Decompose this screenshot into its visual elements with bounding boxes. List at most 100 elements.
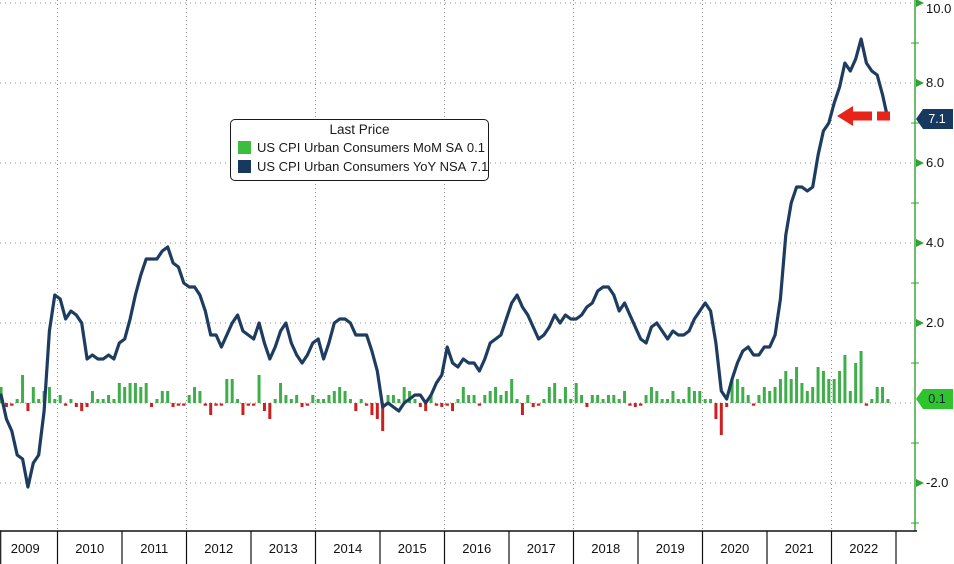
- mom-bar: [553, 383, 557, 403]
- mom-bar: [440, 403, 444, 407]
- mom-bar: [666, 399, 670, 403]
- mom-bar: [408, 391, 412, 403]
- mom-bar: [348, 399, 352, 403]
- mom-bar: [580, 395, 584, 403]
- mom-bar: [719, 403, 723, 435]
- mom-bar: [617, 399, 621, 403]
- y-axis-arrow-tick: [916, 479, 924, 487]
- year-label: 2019: [656, 541, 685, 556]
- legend-row-yoy: US CPI Urban Consumers YoY NSA 7.1: [238, 157, 488, 176]
- mom-bar: [843, 355, 847, 403]
- mom-bar: [623, 391, 627, 403]
- mom-bar: [289, 399, 293, 403]
- y-axis-arrow-tick: [916, 0, 924, 7]
- mom-bar: [343, 391, 347, 403]
- mom-bar: [692, 391, 696, 403]
- mom-bar: [69, 399, 73, 403]
- mom-bar-zero: [219, 403, 224, 406]
- mom-series-label: US CPI Urban Consumers MoM SA: [257, 140, 463, 155]
- mom-bar-zero: [628, 403, 632, 406]
- mom-bar: [676, 399, 680, 403]
- y-axis-label: 8.0: [926, 75, 944, 90]
- mom-bar: [504, 391, 508, 403]
- mom-bar: [563, 387, 567, 403]
- mom-bar: [80, 403, 84, 411]
- mom-bar: [687, 387, 691, 403]
- mom-bar: [875, 387, 879, 403]
- mom-bar: [800, 383, 804, 403]
- y-axis-label: 4.0: [926, 235, 944, 250]
- mom-bar: [139, 387, 143, 403]
- year-label: 2011: [140, 541, 168, 556]
- mom-bar: [4, 403, 8, 407]
- mom-bar: [295, 395, 299, 403]
- mom-bar: [612, 395, 616, 403]
- mom-bar: [848, 391, 852, 403]
- mom-bar: [714, 403, 718, 419]
- mom-bar: [827, 379, 831, 403]
- mom-bar: [574, 383, 578, 403]
- mom-bar: [773, 387, 777, 403]
- mom-bar: [144, 383, 148, 403]
- y-axis-label: 2.0: [926, 315, 944, 330]
- mom-bar: [327, 395, 331, 403]
- mom-bar: [703, 399, 707, 403]
- mom-bar: [649, 387, 653, 403]
- mom-bar: [698, 391, 702, 403]
- mom-bar: [198, 391, 202, 403]
- mom-bar: [96, 399, 100, 403]
- mom-bar: [816, 367, 820, 403]
- mom-bar-zero: [10, 403, 14, 406]
- mom-bar: [413, 399, 417, 403]
- mom-bar: [569, 399, 573, 403]
- mom-bar: [741, 387, 745, 403]
- mom-bar: [397, 399, 401, 403]
- mom-bar: [494, 387, 498, 403]
- mom-bar: [499, 395, 503, 403]
- mom-bar: [193, 387, 197, 403]
- year-label: 2020: [720, 541, 749, 556]
- mom-bar: [467, 395, 471, 403]
- mom-bar-zero: [434, 403, 439, 406]
- last-price-badge-label-yoy: 7.1: [928, 112, 945, 126]
- mom-bar-zero: [751, 403, 756, 406]
- mom-bar: [547, 387, 551, 403]
- mom-bar: [585, 403, 589, 407]
- mom-bar: [709, 399, 713, 403]
- mom-bar: [90, 391, 94, 403]
- mom-bar: [784, 371, 788, 403]
- mom-bar: [461, 387, 465, 403]
- year-label: 2013: [269, 541, 298, 556]
- mom-bar: [21, 375, 25, 403]
- mom-bar: [391, 395, 395, 403]
- mom-series-value: 0.1: [466, 140, 485, 155]
- mom-bar: [725, 403, 729, 407]
- mom-bar: [155, 399, 159, 403]
- mom-bar: [633, 403, 637, 407]
- annotation-arrow-dash: [877, 111, 890, 121]
- mom-bar-zero: [364, 403, 369, 406]
- mom-bar: [225, 379, 229, 403]
- mom-bar-zero: [176, 403, 181, 406]
- mom-series-swatch: [238, 141, 251, 154]
- mom-bar-zero: [246, 403, 251, 406]
- yoy-series-value: 7.1: [470, 159, 489, 174]
- year-label: 2021: [785, 541, 814, 556]
- mom-bar: [133, 383, 137, 403]
- mom-bar: [359, 399, 363, 403]
- y-axis-arrow-tick: [916, 319, 924, 327]
- mom-bar: [107, 395, 111, 403]
- year-label: 2022: [849, 541, 878, 556]
- mom-bar: [510, 379, 514, 403]
- mom-bar-zero: [536, 403, 541, 406]
- mom-bar: [838, 371, 842, 403]
- mom-bar: [424, 403, 428, 411]
- mom-bar: [230, 379, 234, 403]
- mom-bar: [456, 399, 460, 403]
- mom-bar: [338, 387, 342, 403]
- mom-bar-zero: [864, 403, 869, 406]
- legend-box: Last Price US CPI Urban Consumers MoM SA…: [230, 119, 489, 181]
- mom-bar: [590, 395, 594, 403]
- y-axis-label: 6.0: [926, 155, 944, 170]
- mom-bar-zero: [305, 403, 310, 406]
